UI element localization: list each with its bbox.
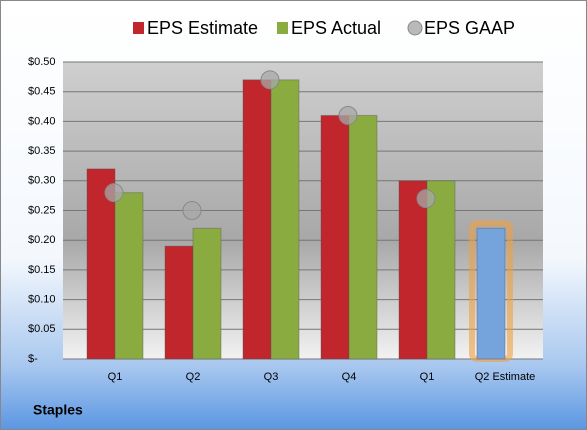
- y-tick-label: $0.15: [28, 264, 56, 276]
- bar: [320, 114, 350, 360]
- y-tick-label: $0.30: [28, 175, 56, 187]
- gaap-marker: [260, 70, 280, 90]
- y-tick-label: $0.40: [28, 115, 56, 127]
- y-tick-label: $0.05: [28, 323, 56, 335]
- bar: [114, 192, 144, 360]
- x-tick-label: Q2: [186, 371, 201, 383]
- gaap-marker: [104, 183, 124, 203]
- x-tick-label: Q1: [420, 371, 435, 383]
- legend-swatch: [277, 22, 288, 34]
- y-tick-label: $0.10: [28, 294, 56, 306]
- company-label: Staples: [33, 402, 83, 418]
- gaap-marker: [416, 189, 436, 209]
- bar: [164, 245, 194, 360]
- bar: [348, 114, 378, 360]
- bar: [476, 227, 506, 360]
- bar: [398, 180, 428, 360]
- gaap-marker: [338, 105, 358, 125]
- legend-label: EPS GAAP: [424, 18, 515, 38]
- bar: [192, 227, 222, 360]
- y-tick-label: $0.35: [28, 145, 56, 157]
- x-tick-label: Q1: [108, 371, 123, 383]
- legend-label: EPS Actual: [291, 18, 381, 38]
- gaap-marker: [182, 201, 202, 220]
- y-tick-label: $0.50: [28, 56, 56, 68]
- legend-swatch: [133, 22, 144, 34]
- legend-label: EPS Estimate: [147, 18, 258, 38]
- y-tick-label: $0.25: [28, 204, 56, 216]
- bar: [242, 79, 272, 360]
- x-tick-label: Q3: [264, 371, 279, 383]
- bar: [270, 79, 300, 360]
- y-tick-label: $-: [28, 353, 38, 365]
- legend-marker: [407, 20, 423, 36]
- y-tick-label: $0.45: [28, 86, 56, 98]
- x-tick-label: Q4: [342, 371, 357, 383]
- bar: [426, 180, 456, 360]
- y-tick-label: $0.20: [28, 234, 56, 246]
- x-tick-label: Q2 Estimate: [475, 371, 536, 383]
